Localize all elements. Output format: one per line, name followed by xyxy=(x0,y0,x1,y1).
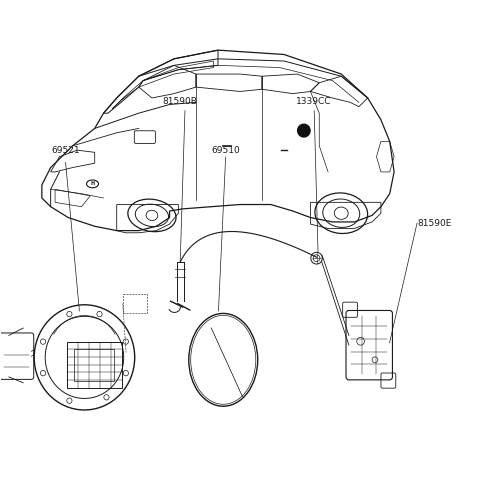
Text: H: H xyxy=(90,181,95,186)
Text: 69521: 69521 xyxy=(51,146,80,155)
Text: 1339CC: 1339CC xyxy=(297,97,332,106)
Circle shape xyxy=(298,124,310,137)
Text: 69510: 69510 xyxy=(211,146,240,155)
Text: 81590E: 81590E xyxy=(417,219,452,227)
Text: 81590B: 81590B xyxy=(163,97,198,106)
